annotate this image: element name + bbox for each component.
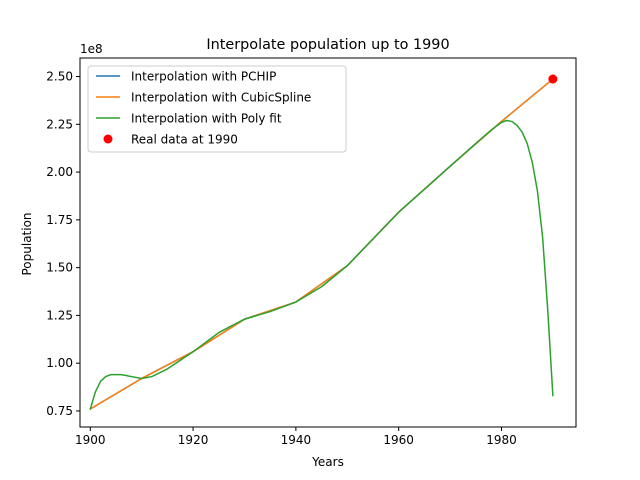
y-axis-label: Population — [20, 212, 34, 275]
y-tick-label: 2.25 — [46, 117, 73, 131]
data-point-3-0 — [548, 74, 558, 84]
legend-items: Interpolation with PCHIP Interpolation wi… — [96, 70, 311, 147]
x-tick-label: 1960 — [383, 433, 414, 447]
legend-label-2: Interpolation with Poly fit — [131, 112, 282, 126]
y-tick-label: 1.00 — [46, 356, 73, 370]
chart-title: Interpolate population up to 1990 — [206, 37, 449, 53]
legend-label-3: Real data at 1990 — [131, 133, 238, 147]
y-axis-offset-text: 1e8 — [80, 42, 103, 56]
y-tick-label: 1.50 — [46, 261, 73, 275]
legend: Interpolation with PCHIP Interpolation wi… — [87, 65, 347, 153]
y-tick-label: 0.75 — [46, 404, 73, 418]
y-tick-label: 2.50 — [46, 70, 73, 84]
y-tick-label: 1.25 — [46, 308, 73, 322]
x-axis-ticks: 1900 1920 1940 1960 1980 — [75, 427, 517, 447]
legend-label-0: Interpolation with PCHIP — [131, 70, 276, 84]
x-axis-label: Years — [311, 455, 344, 469]
plot-lines — [89, 78, 554, 410]
series-line-2 — [89, 119, 554, 410]
legend-frame — [87, 65, 347, 153]
y-axis-ticks: 0.75 1.00 1.25 1.50 1.75 2.00 2.25 2.50 — [46, 70, 80, 418]
x-tick-label: 1940 — [281, 433, 312, 447]
x-tick-label: 1920 — [178, 433, 209, 447]
y-tick-label: 2.00 — [46, 165, 73, 179]
x-tick-label: 1900 — [75, 433, 106, 447]
legend-label-1: Interpolation with CubicSpline — [131, 91, 311, 105]
x-tick-label: 1980 — [486, 433, 517, 447]
plot-points — [548, 74, 558, 84]
axes-frame — [79, 57, 577, 428]
legend-swatch-3 — [103, 134, 113, 144]
y-tick-label: 1.75 — [46, 213, 73, 227]
